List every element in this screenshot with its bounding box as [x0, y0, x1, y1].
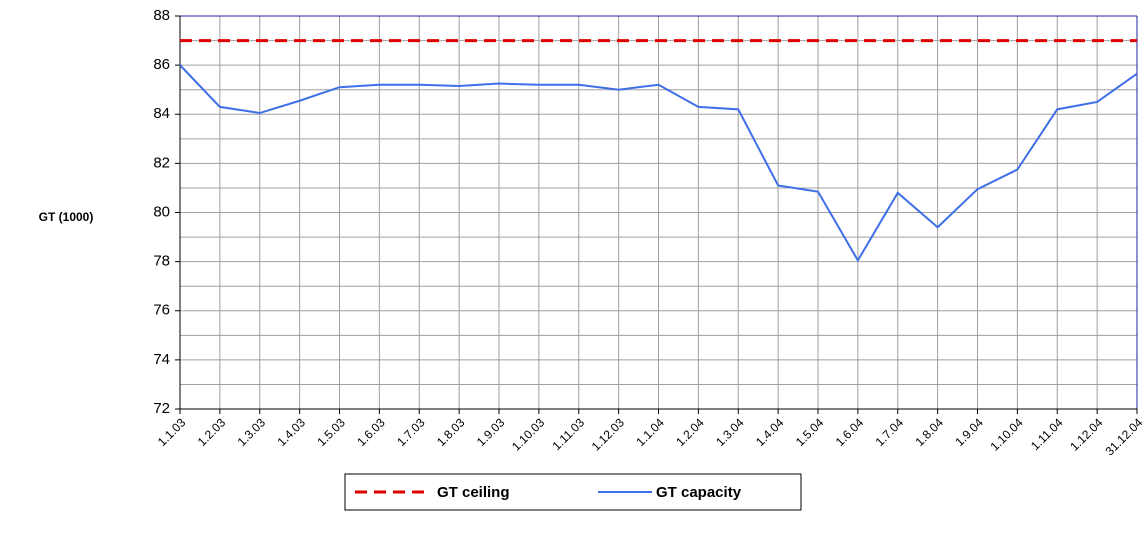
- y-tick-label: 78: [153, 253, 170, 270]
- y-tick-label: 76: [153, 302, 170, 319]
- y-tick-label: 84: [153, 105, 170, 122]
- y-tick-label: 74: [153, 351, 170, 368]
- x-tick-label: 1.3.03: [235, 415, 269, 449]
- y-tick-label: 88: [153, 7, 170, 24]
- x-tick-label: 1.4.04: [753, 415, 787, 449]
- x-tick-label: 1.2.03: [195, 415, 229, 449]
- x-tick-label: 1.2.04: [673, 415, 707, 449]
- x-tick-label: 1.12.04: [1067, 415, 1105, 453]
- x-tick-label: 1.3.04: [713, 415, 747, 449]
- x-tick-label: 1.5.04: [793, 415, 827, 449]
- x-tick-label: 1.5.03: [314, 415, 348, 449]
- x-tick-label: 1.11.03: [550, 415, 588, 453]
- x-tick-label: 1.8.04: [912, 415, 946, 449]
- x-tick-label: 1.6.04: [833, 415, 867, 449]
- x-tick-label: 1.4.03: [274, 415, 308, 449]
- x-tick-label: 1.6.03: [354, 415, 388, 449]
- x-tick-label: 1.8.03: [434, 415, 468, 449]
- legend-label: GT capacity: [656, 484, 742, 501]
- x-tick-label: 1.12.03: [589, 415, 627, 453]
- x-tick-label: 1.9.04: [952, 415, 986, 449]
- y-axis-label: GT (1000): [39, 210, 94, 224]
- x-tick-label: 1.1.03: [155, 415, 189, 449]
- y-tick-label: 72: [153, 400, 170, 417]
- x-tick-label: 31.12.04: [1102, 415, 1145, 458]
- x-tick-label: 1.7.03: [394, 415, 428, 449]
- x-tick-label: 1.7.04: [873, 415, 907, 449]
- x-tick-label: 1.1.04: [633, 415, 667, 449]
- y-tick-label: 86: [153, 56, 170, 73]
- x-tick-label: 1.10.04: [988, 415, 1026, 453]
- series-line: [179, 64, 1138, 263]
- legend-label: GT ceiling: [437, 484, 510, 501]
- x-tick-label: 1.9.03: [474, 415, 508, 449]
- y-tick-label: 82: [153, 154, 170, 171]
- y-tick-label: 80: [153, 203, 170, 220]
- x-tick-label: 1.10.03: [509, 415, 547, 453]
- x-tick-label: 1.11.04: [1028, 415, 1066, 453]
